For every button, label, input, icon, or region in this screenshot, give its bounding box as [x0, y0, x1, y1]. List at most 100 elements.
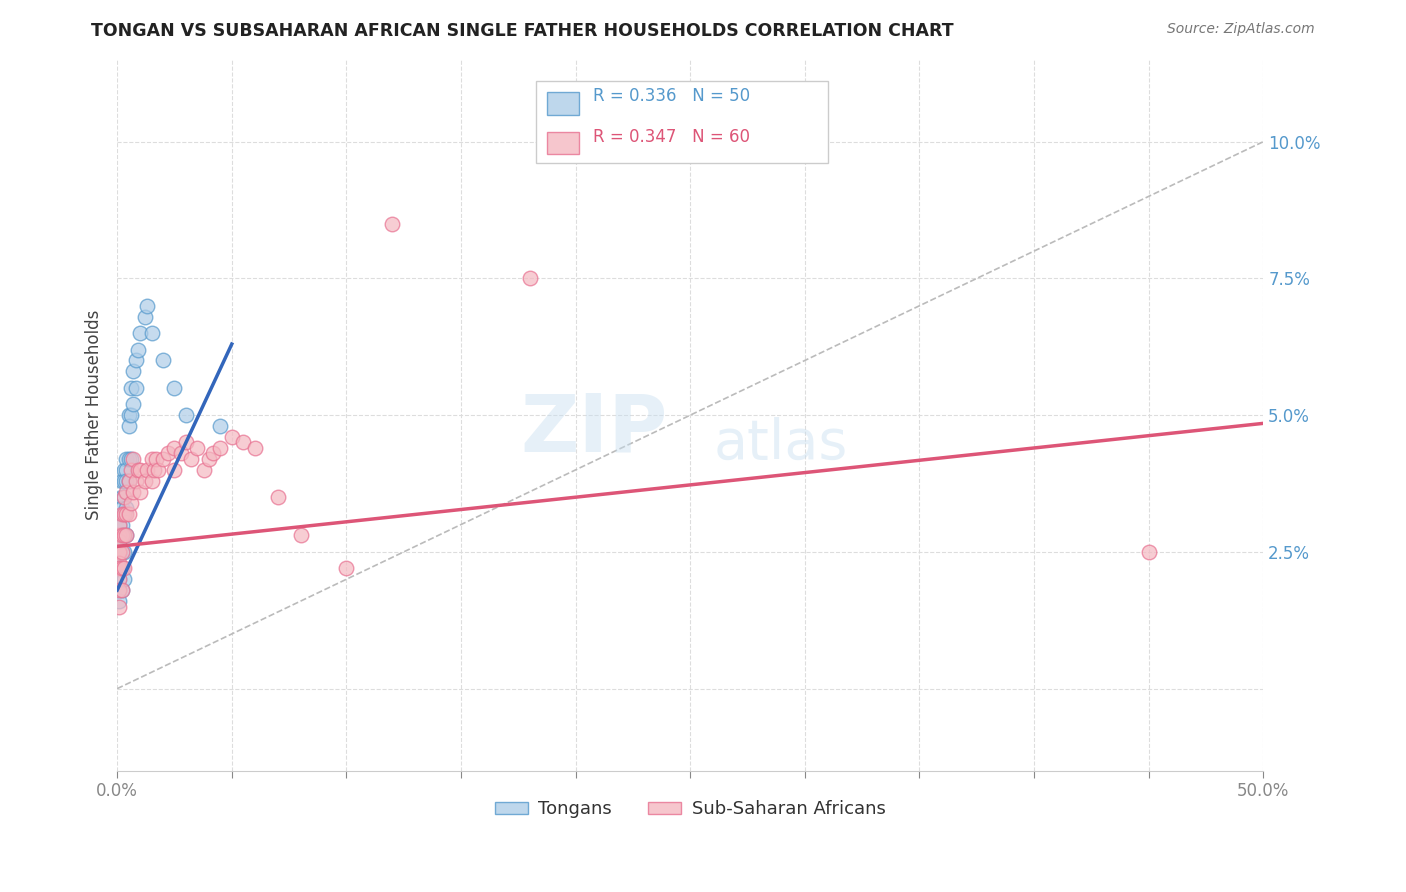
Y-axis label: Single Father Households: Single Father Households: [86, 310, 103, 520]
Point: [111, 501, 134, 516]
Point: [136, 299, 159, 313]
Point: [111, 528, 134, 542]
Point: [232, 435, 254, 450]
Point: [115, 501, 138, 516]
Point: [136, 463, 159, 477]
Point: [108, 572, 131, 586]
Point: [115, 463, 138, 477]
Point: [112, 561, 135, 575]
Point: [112, 528, 135, 542]
Point: [163, 441, 186, 455]
Point: [122, 397, 145, 411]
Point: [335, 561, 357, 575]
Text: R = 0.336   N = 50: R = 0.336 N = 50: [593, 87, 749, 105]
Point: [115, 451, 138, 466]
Point: [108, 545, 131, 559]
Point: [120, 408, 142, 422]
Point: [112, 528, 135, 542]
Point: [129, 484, 152, 499]
Point: [111, 517, 134, 532]
FancyBboxPatch shape: [536, 81, 828, 162]
Point: [170, 446, 193, 460]
Point: [111, 561, 134, 575]
Point: [112, 490, 135, 504]
Point: [112, 507, 135, 521]
Point: [141, 326, 163, 340]
Point: [111, 528, 134, 542]
Point: [108, 594, 131, 608]
Point: [111, 545, 134, 559]
Point: [108, 533, 131, 548]
Point: [118, 408, 141, 422]
Point: [209, 441, 232, 455]
Point: [290, 528, 312, 542]
Point: [152, 451, 174, 466]
Bar: [547, 132, 579, 154]
Point: [381, 217, 404, 231]
Point: [186, 441, 208, 455]
Point: [163, 381, 186, 395]
Point: [115, 507, 138, 521]
Point: [221, 430, 243, 444]
Point: [111, 490, 134, 504]
Point: [145, 451, 167, 466]
Point: [129, 326, 152, 340]
Point: [111, 474, 134, 488]
Point: [118, 474, 141, 488]
Point: [148, 463, 170, 477]
Point: [108, 599, 131, 614]
Point: [202, 446, 225, 460]
Point: [108, 561, 131, 575]
Point: [118, 507, 141, 521]
Point: [108, 545, 131, 559]
Point: [120, 496, 142, 510]
Point: [115, 484, 138, 499]
Point: [108, 528, 131, 542]
Point: [115, 474, 138, 488]
Point: [111, 583, 134, 598]
Point: [142, 463, 165, 477]
Point: [108, 572, 131, 586]
Point: [112, 474, 135, 488]
Point: [108, 583, 131, 598]
Point: [141, 474, 163, 488]
Point: [115, 528, 138, 542]
Point: [124, 381, 146, 395]
Point: [111, 545, 134, 559]
Point: [118, 419, 141, 434]
Point: [118, 451, 141, 466]
Point: [129, 463, 152, 477]
Legend: Tongans, Sub-Saharan Africans: Tongans, Sub-Saharan Africans: [488, 793, 893, 826]
Point: [127, 463, 149, 477]
Point: [112, 545, 135, 559]
Point: [124, 353, 146, 368]
Point: [108, 583, 131, 598]
Point: [111, 561, 134, 575]
Point: [112, 572, 135, 586]
Point: [152, 353, 174, 368]
Point: [122, 484, 145, 499]
Point: [112, 507, 135, 521]
Point: [243, 441, 266, 455]
Point: [163, 463, 186, 477]
Point: [209, 419, 232, 434]
Point: [122, 364, 145, 378]
Point: [193, 463, 215, 477]
Point: [519, 271, 541, 285]
Point: [118, 474, 141, 488]
Point: [112, 490, 135, 504]
Point: [122, 451, 145, 466]
Point: [111, 507, 134, 521]
Point: [1137, 545, 1160, 559]
Point: [108, 533, 131, 548]
Point: [108, 517, 131, 532]
Point: [108, 556, 131, 570]
Point: [180, 451, 202, 466]
Point: [124, 474, 146, 488]
Text: atlas: atlas: [713, 417, 848, 471]
Point: [174, 408, 197, 422]
Text: R = 0.347   N = 60: R = 0.347 N = 60: [593, 128, 749, 146]
Point: [108, 561, 131, 575]
Point: [112, 463, 135, 477]
Point: [108, 545, 131, 559]
